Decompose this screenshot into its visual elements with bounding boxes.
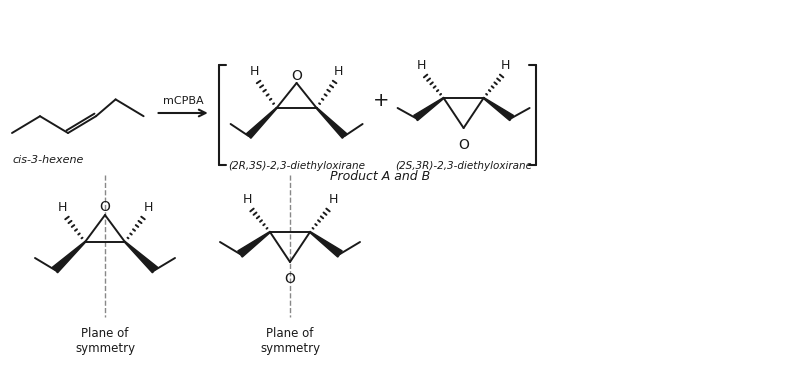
Text: cis-3-hexene: cis-3-hexene	[12, 155, 83, 165]
Polygon shape	[483, 98, 514, 121]
Text: H: H	[417, 59, 426, 72]
Text: H: H	[328, 193, 338, 206]
Text: O: O	[458, 138, 469, 152]
Text: Product A and B: Product A and B	[330, 170, 430, 183]
Polygon shape	[316, 108, 347, 138]
Text: mCPBA: mCPBA	[162, 96, 203, 106]
Text: H: H	[242, 193, 252, 206]
Text: +: +	[374, 92, 390, 111]
Text: H: H	[58, 201, 66, 214]
Text: O: O	[291, 69, 302, 83]
Polygon shape	[238, 232, 270, 257]
Text: O: O	[99, 200, 110, 214]
Polygon shape	[414, 98, 444, 121]
Text: Plane of
symmetry: Plane of symmetry	[75, 327, 135, 355]
Polygon shape	[246, 108, 277, 138]
Polygon shape	[53, 242, 86, 273]
Text: H: H	[501, 59, 510, 72]
Text: O: O	[285, 272, 295, 286]
Text: H: H	[143, 201, 153, 214]
Text: (2S,3R)-2,3-diethyloxirane: (2S,3R)-2,3-diethyloxirane	[395, 161, 532, 171]
Polygon shape	[310, 232, 342, 257]
Text: H: H	[334, 65, 343, 78]
Text: (2R,3S)-2,3-diethyloxirane: (2R,3S)-2,3-diethyloxirane	[228, 161, 365, 171]
Text: H: H	[250, 65, 259, 78]
Polygon shape	[125, 242, 158, 273]
Text: Plane of
symmetry: Plane of symmetry	[260, 327, 320, 355]
